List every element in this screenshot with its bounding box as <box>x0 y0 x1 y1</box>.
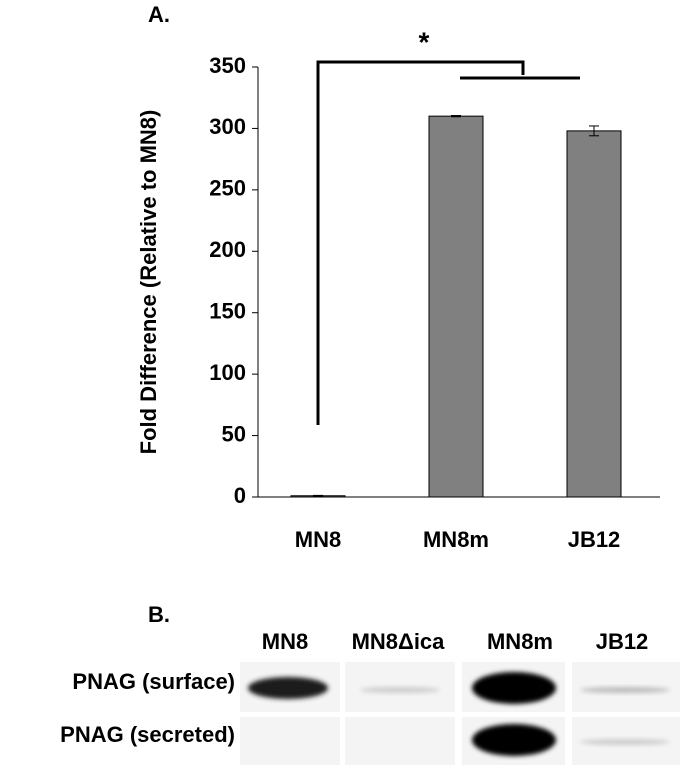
blot-lane <box>345 717 455 765</box>
y-tick-label: 200 <box>209 237 246 262</box>
y-tick-label: 350 <box>209 53 246 78</box>
lane-label: MN8 <box>262 629 308 654</box>
blot-band <box>248 677 328 699</box>
y-tick-label: 250 <box>209 176 246 201</box>
lane-label: MN8Δica <box>352 629 446 654</box>
y-tick-label: 50 <box>222 421 246 446</box>
lane-label: JB12 <box>596 629 649 654</box>
row-label: PNAG (secreted) <box>60 722 235 747</box>
blot-lane <box>240 717 340 765</box>
blot-band <box>580 739 670 745</box>
bracket <box>316 60 525 425</box>
bar <box>428 115 484 498</box>
y-tick-label: 0 <box>234 483 246 508</box>
y-tick-label: 300 <box>209 114 246 139</box>
panel-label: B. <box>148 602 170 627</box>
blot <box>240 662 680 765</box>
y-tick-label: 100 <box>209 360 246 385</box>
x-tick-label: MN8 <box>295 527 341 552</box>
x-tick-label: MN8m <box>423 527 489 552</box>
blot-lane <box>572 662 680 712</box>
bar <box>566 130 622 498</box>
blot-band <box>472 724 556 756</box>
blot-band <box>360 687 440 693</box>
y-tick-label: 150 <box>209 299 246 324</box>
blot-band <box>472 672 556 704</box>
row-label: PNAG (surface) <box>72 669 235 694</box>
significance: * <box>419 26 430 57</box>
x-tick-label: JB12 <box>568 527 621 552</box>
blot-band <box>580 687 670 693</box>
panel-label: A. <box>148 2 170 27</box>
y-axis-label: Fold Difference (Relative to MN8) <box>136 110 161 455</box>
lane-label: MN8m <box>487 629 553 654</box>
